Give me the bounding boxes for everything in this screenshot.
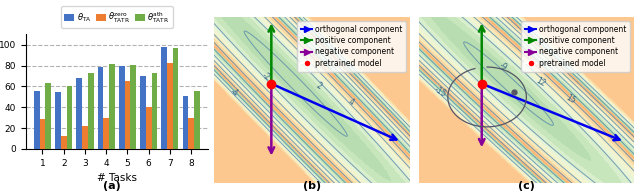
Bar	[61, 137, 67, 149]
Bar	[146, 107, 152, 149]
Text: (a): (a)	[103, 181, 121, 191]
Legend: orthogonal component, positive component, negative component, pretrained model: orthogonal component, positive component…	[297, 21, 406, 71]
Bar	[194, 91, 200, 149]
X-axis label: # Tasks: # Tasks	[97, 173, 137, 183]
Bar	[67, 87, 72, 149]
Bar	[125, 81, 131, 149]
Legend: $\theta_{\mathrm{TA}}$, $\theta^{\mathrm{zero}}_{\mathrm{TATR}}$, $\theta^{\math: $\theta_{\mathrm{TA}}$, $\theta^{\mathrm…	[61, 6, 173, 28]
Bar	[76, 78, 82, 149]
Text: -4: -4	[228, 87, 239, 99]
Bar	[88, 73, 93, 149]
Text: (b): (b)	[303, 181, 321, 191]
Text: -2: -2	[261, 71, 272, 82]
Bar	[182, 96, 188, 149]
Bar	[188, 118, 194, 149]
Bar	[167, 62, 173, 149]
Bar	[40, 119, 45, 149]
Bar	[97, 67, 103, 149]
Bar	[173, 48, 179, 149]
Bar	[131, 65, 136, 149]
Text: (c): (c)	[518, 181, 534, 191]
Bar	[140, 76, 146, 149]
Bar	[109, 64, 115, 149]
Text: -9: -9	[498, 61, 509, 72]
Bar	[55, 92, 61, 149]
Text: 4: 4	[347, 97, 355, 107]
Bar	[103, 118, 109, 149]
Text: 15: 15	[564, 93, 577, 106]
Text: -15: -15	[433, 85, 448, 99]
Bar	[152, 73, 157, 149]
Text: 12: 12	[534, 76, 547, 89]
Bar	[45, 83, 51, 149]
Bar	[34, 91, 40, 149]
Legend: orthogonal component, positive component, negative component, pretrained model: orthogonal component, positive component…	[521, 21, 630, 71]
Bar	[119, 66, 125, 149]
Text: 2: 2	[314, 80, 323, 91]
Bar	[82, 126, 88, 149]
Bar	[161, 47, 167, 149]
